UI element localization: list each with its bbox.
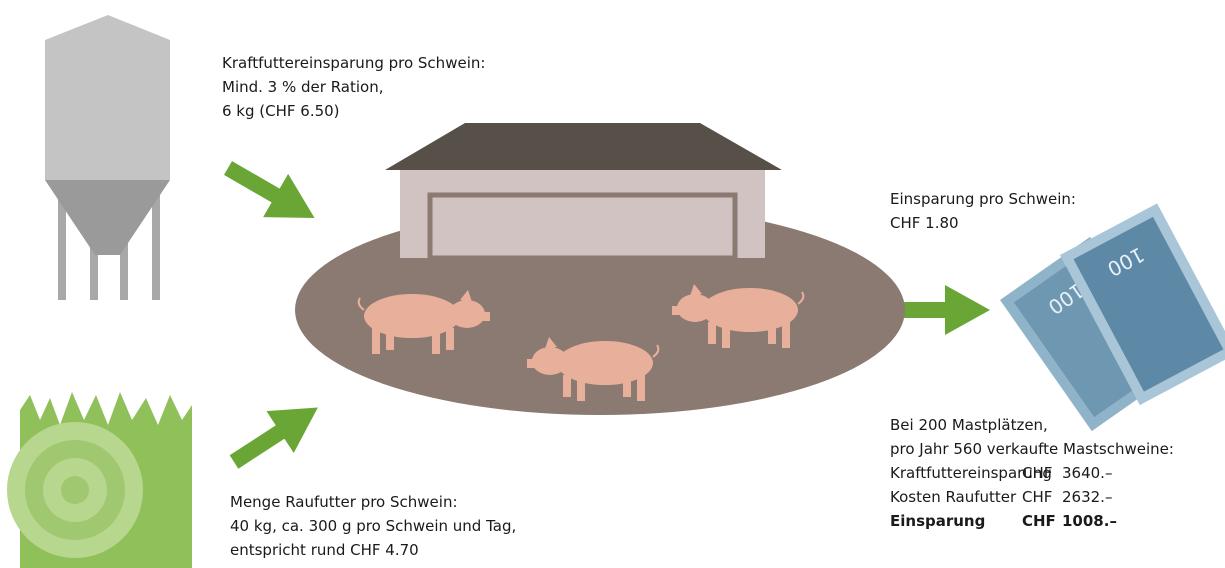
note-line: CHF 1.80: [890, 214, 959, 232]
note-line: Kraftfuttereinsparung pro Schwein:: [222, 54, 485, 72]
infographic: 100 100 Kraftfuttereinsparung pro Schwei…: [0, 0, 1225, 568]
saving-note: Einsparung pro Schwein: CHF 1.80: [890, 190, 1076, 232]
table-cell: CHF: [1022, 488, 1052, 506]
hay-bale: [7, 392, 192, 568]
table-cell: 3640.–: [1062, 464, 1112, 482]
note-line: pro Jahr 560 verkaufte Mastschweine:: [890, 440, 1174, 458]
silo: [45, 15, 170, 300]
bottom-note: Menge Raufutter pro Schwein: 40 kg, ca. …: [230, 493, 516, 559]
note-line: Bei 200 Mastplätzen,: [890, 416, 1048, 434]
table-cell: Kosten Raufutter: [890, 488, 1017, 506]
table-cell: 2632.–: [1062, 488, 1112, 506]
top-note: Kraftfuttereinsparung pro Schwein: Mind.…: [222, 54, 485, 120]
note-line: 40 kg, ca. 300 g pro Schwein und Tag,: [230, 517, 516, 535]
note-line: 6 kg (CHF 6.50): [222, 102, 340, 120]
note-line: entspricht rund CHF 4.70: [230, 541, 419, 559]
table-cell: 1008.–: [1062, 512, 1117, 530]
arrow: [216, 146, 328, 239]
arrow: [220, 387, 331, 483]
barn: [385, 123, 782, 258]
banknotes: 100 100: [1000, 203, 1225, 431]
table-cell: Einsparung: [890, 512, 985, 530]
table-cell: CHF: [1022, 512, 1056, 530]
table-cell: CHF: [1022, 464, 1052, 482]
note-line: Einsparung pro Schwein:: [890, 190, 1076, 208]
summary: Bei 200 Mastplätzen, pro Jahr 560 verkau…: [890, 416, 1174, 530]
note-line: Menge Raufutter pro Schwein:: [230, 493, 458, 511]
note-line: Mind. 3 % der Ration,: [222, 78, 383, 96]
